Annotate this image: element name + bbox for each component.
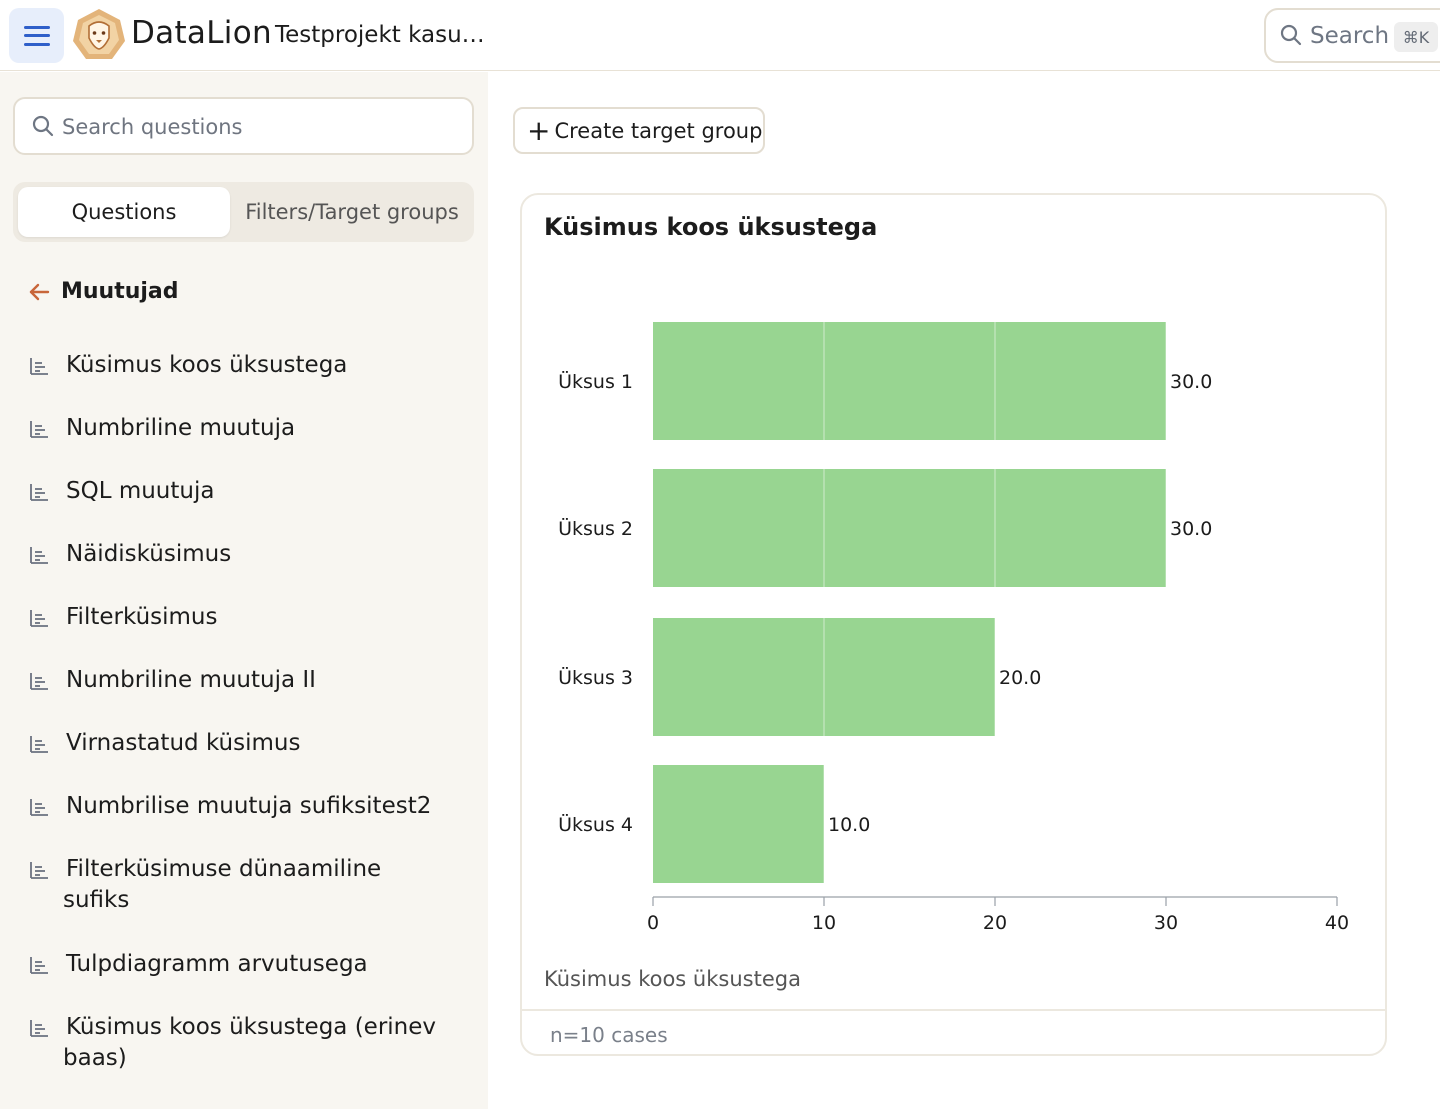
bar-chart-icon: [28, 481, 50, 503]
question-label: Tulpdiagramm arvutusega: [66, 951, 368, 977]
value-label: 10.0: [828, 814, 870, 836]
menu-button[interactable]: [9, 8, 64, 63]
question-search-input[interactable]: [62, 111, 452, 143]
question-label: Numbriline muutuja II: [66, 667, 316, 693]
bar-chart-icon: [28, 418, 50, 440]
bar: [653, 765, 824, 883]
bar: [653, 469, 1166, 587]
question-label: Numbrilise muutuja sufiksitest2: [66, 793, 432, 819]
bar-chart-icon: [28, 544, 50, 566]
chart-card: Küsimus koos üksustega Üksus 1 30.0 Üksus …: [520, 193, 1387, 1056]
question-label-continuation: baas): [63, 1045, 127, 1071]
value-label: 30.0: [1170, 518, 1212, 540]
x-tick-label: 20: [983, 912, 1007, 934]
category-label: Üksus 4: [558, 813, 633, 836]
tab-questions[interactable]: Questions: [18, 187, 230, 237]
question-label: SQL muutuja: [66, 478, 215, 504]
bar-chart-icon: [28, 670, 50, 692]
x-tick-label: 30: [1154, 912, 1178, 934]
x-tick-label: 10: [812, 912, 836, 934]
plus-icon: +: [527, 113, 551, 147]
search-icon: [1280, 24, 1302, 46]
question-label: Küsimus koos üksustega: [66, 352, 348, 378]
question-label: Virnastatud küsimus: [66, 730, 301, 756]
tab-filters-target-groups[interactable]: Filters/Target groups: [245, 200, 459, 224]
project-name[interactable]: Testprojekt kasu…: [275, 22, 485, 48]
global-search-button[interactable]: Search ⌘K: [1264, 8, 1440, 63]
lion-logo-icon: [73, 9, 125, 59]
category-label: Üksus 2: [558, 517, 633, 540]
case-count: n=10 cases: [550, 1023, 668, 1047]
bar-chart-icon: [28, 954, 50, 976]
category-label: Üksus 1: [558, 370, 633, 393]
bar-chart-icon: [28, 859, 50, 881]
value-label: 30.0: [1170, 371, 1212, 393]
sidebar-tabs: Questions Filters/Target groups: [13, 182, 474, 242]
shortcut-badge: ⌘K: [1394, 22, 1438, 52]
create-target-group-button[interactable]: + Create target group: [513, 107, 765, 154]
question-label-continuation: sufiks: [63, 887, 130, 913]
hamburger-icon: [23, 25, 50, 46]
question-label: Küsimus koos üksustega (erinev: [66, 1014, 437, 1040]
bar-chart-icon: [28, 1017, 50, 1039]
create-target-group-label: Create target group: [554, 118, 763, 143]
bar: [653, 322, 1166, 440]
back-to-muutujad[interactable]: Muutujad: [27, 279, 179, 304]
question-label: Filterküsimus: [66, 604, 218, 630]
chart-title: Küsimus koos üksustega: [544, 213, 878, 241]
question-label: Näidisküsimus: [66, 541, 232, 567]
chart-caption: Küsimus koos üksustega: [544, 967, 801, 991]
sidebar: Questions Filters/Target groups Muutujad…: [0, 72, 488, 1109]
question-search-box: [13, 97, 474, 155]
search-icon: [32, 115, 54, 137]
bar-chart: Üksus 1 30.0 Üksus 2 30.0 Üksus 3 20.0 Üksus 4…: [558, 322, 1349, 934]
category-label: Üksus 3: [558, 666, 633, 689]
bar-chart-icon: [28, 733, 50, 755]
arrow-left-icon: [29, 283, 50, 300]
x-tick-label: 0: [647, 912, 659, 934]
chart-footer: n=10 cases: [522, 1009, 1385, 1054]
x-tick-label: 40: [1325, 912, 1349, 934]
section-title: Muutujad: [61, 279, 179, 304]
bar-chart-icon: [28, 355, 50, 377]
question-label: Filterküsimuse dünaamiline: [66, 856, 382, 882]
bar-chart-icon: [28, 607, 50, 629]
top-header: DataLion Testprojekt kasu… Search ⌘K: [0, 0, 1440, 71]
global-search-label: Search: [1310, 23, 1390, 49]
bar-chart-icon: [28, 796, 50, 818]
value-label: 20.0: [999, 667, 1041, 689]
brand-name: DataLion: [131, 15, 272, 51]
question-label: Numbriline muutuja: [66, 415, 296, 441]
